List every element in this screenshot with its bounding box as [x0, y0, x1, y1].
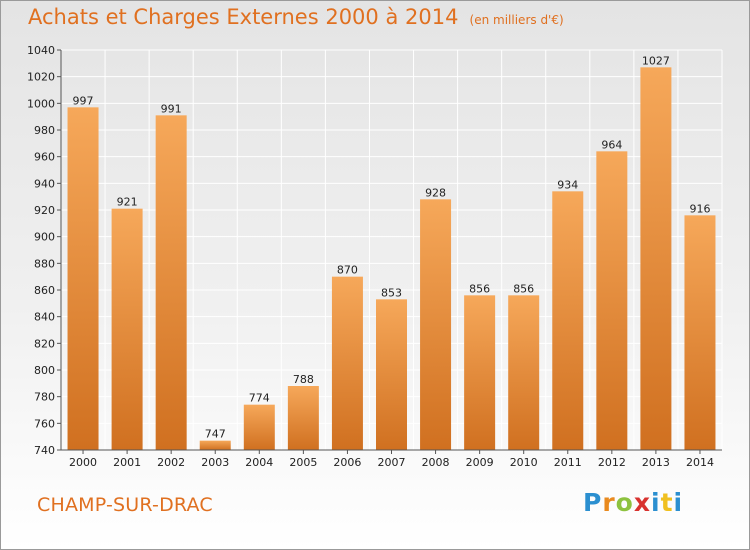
chart-header: Achats et Charges Externes 2000 à 2014 (…	[28, 5, 564, 29]
x-tick-label-2002: 2002	[157, 456, 185, 469]
y-tick-label: 1020	[27, 71, 55, 84]
proxiti-logo[interactable]: Proxiti	[583, 488, 683, 517]
y-tick-label: 920	[34, 204, 55, 217]
labels-layer: 740 760 780 800 820 840 860 880 900 920 940 960 980 1…	[27, 44, 714, 469]
x-tick-label-2001: 2001	[113, 456, 141, 469]
x-tick-label-2006: 2006	[333, 456, 361, 469]
logo-letter: t	[660, 488, 674, 517]
chart-title: Achats et Charges Externes 2000 à 2014	[28, 5, 459, 29]
x-tick-label-2000: 2000	[69, 456, 97, 469]
value-label-2002: 991	[161, 102, 182, 115]
bar-2010	[508, 295, 540, 450]
bar-2014	[684, 215, 716, 450]
bar-2002	[155, 115, 187, 450]
bar-2006	[331, 276, 363, 450]
value-label-2014: 916	[689, 202, 710, 215]
y-tick-label: 1000	[27, 97, 55, 110]
logo-letter: P	[583, 488, 603, 517]
value-label-2012: 964	[601, 138, 622, 151]
y-tick-label: 860	[34, 284, 55, 297]
value-label-2006: 870	[337, 264, 358, 277]
x-tick-label-2008: 2008	[422, 456, 450, 469]
value-label-2000: 997	[73, 94, 94, 107]
chart-units: (en milliers d'€)	[469, 13, 564, 27]
bars-layer	[67, 67, 716, 451]
x-tick-label-2009: 2009	[466, 456, 494, 469]
logo-letter: r	[602, 488, 616, 517]
bar-2009	[464, 295, 496, 450]
value-label-2010: 856	[513, 282, 534, 295]
y-tick-label: 940	[34, 177, 55, 190]
value-label-2011: 934	[557, 178, 578, 191]
bar-2011	[552, 191, 584, 451]
x-tick-label-2014: 2014	[686, 456, 714, 469]
y-tick-label: 900	[34, 231, 55, 244]
y-tick-label: 840	[34, 311, 55, 324]
bar-2004	[243, 404, 275, 450]
y-tick-label: 740	[34, 444, 55, 457]
y-tick-label: 800	[34, 364, 55, 377]
bar-2013	[640, 67, 672, 450]
logo-letter: i	[673, 488, 684, 517]
x-tick-label-2011: 2011	[554, 456, 582, 469]
value-label-2008: 928	[425, 186, 446, 199]
y-tick-label: 880	[34, 257, 55, 270]
y-tick-label: 960	[34, 151, 55, 164]
commune-name: CHAMP-SUR-DRAC	[37, 494, 213, 516]
bar-2008	[420, 199, 452, 450]
y-tick-label: 980	[34, 124, 55, 137]
axis-layer	[57, 49, 722, 454]
bar-2003	[199, 440, 231, 450]
y-tick-label: 780	[34, 391, 55, 404]
value-label-2009: 856	[469, 282, 490, 295]
bar-2005	[287, 386, 319, 450]
x-tick-label-2013: 2013	[642, 456, 670, 469]
bar-2001	[111, 208, 143, 450]
x-tick-label-2004: 2004	[245, 456, 273, 469]
value-label-2001: 921	[117, 196, 138, 209]
bar-2012	[596, 151, 628, 451]
logo-letter: o	[615, 488, 634, 517]
x-tick-label-2010: 2010	[510, 456, 538, 469]
x-tick-label-2003: 2003	[201, 456, 229, 469]
logo-letter: i	[651, 488, 661, 517]
value-label-2013: 1027	[642, 54, 670, 67]
y-tick-label: 1040	[27, 44, 55, 57]
value-label-2005: 788	[293, 373, 314, 386]
x-tick-label-2007: 2007	[378, 456, 406, 469]
bar-2000	[67, 107, 99, 450]
y-tick-label: 820	[34, 337, 55, 350]
value-label-2004: 774	[249, 392, 270, 405]
bar-2007	[376, 299, 407, 450]
logo-letter: x	[633, 488, 651, 517]
y-tick-label: 760	[34, 417, 55, 430]
x-tick-label-2005: 2005	[289, 456, 317, 469]
value-label-2003: 747	[205, 428, 226, 441]
x-tick-label-2012: 2012	[598, 456, 626, 469]
value-label-2007: 853	[381, 286, 402, 299]
